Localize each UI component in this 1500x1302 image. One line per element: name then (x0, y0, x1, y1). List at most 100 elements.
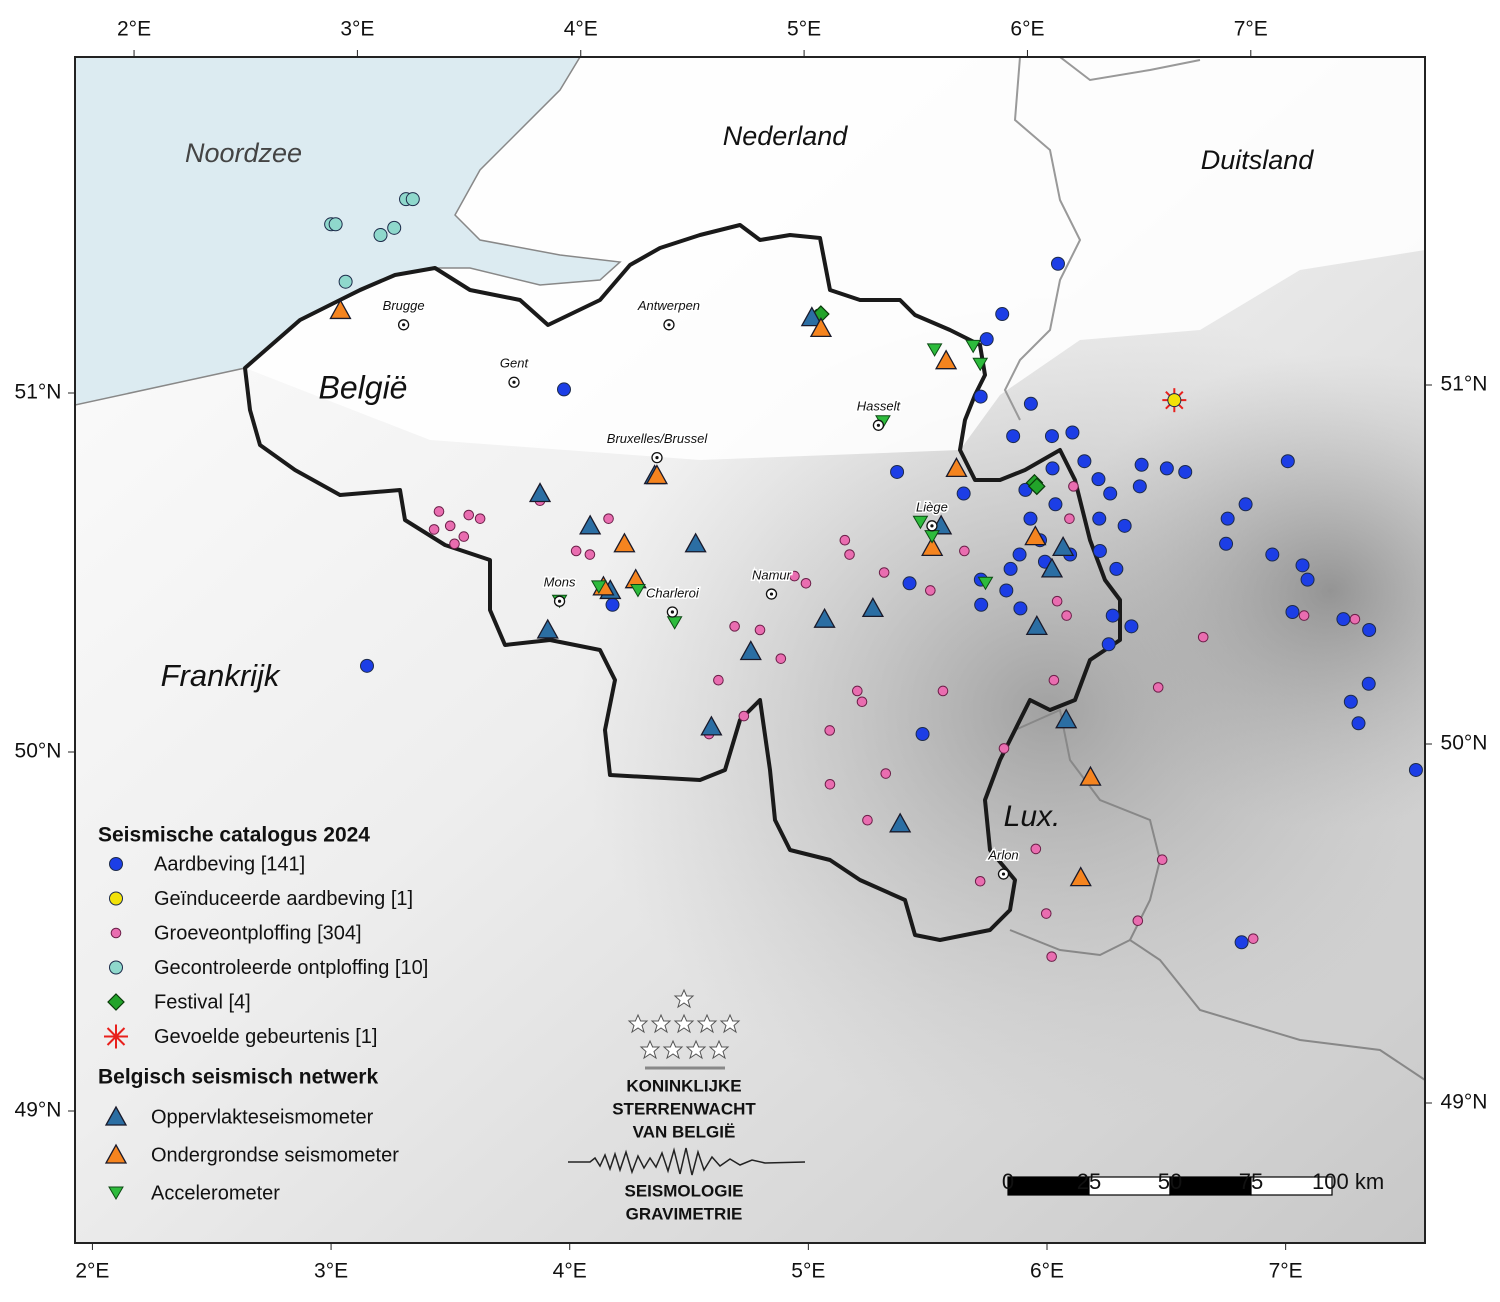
event-marker (1006, 429, 1021, 444)
logo-text: VAN BELGIË (633, 1122, 736, 1141)
event-marker (1040, 908, 1052, 919)
region-label: Noordzee (185, 138, 302, 168)
event-marker (603, 513, 614, 524)
event-marker (824, 725, 836, 736)
lat-tick-label: 50°N (15, 740, 62, 763)
legend-label: Festival [4] (154, 991, 251, 1013)
legend-label: Groeveontploffing [304] (154, 922, 362, 944)
event-marker (1336, 612, 1351, 627)
event-marker (1023, 511, 1038, 526)
event-marker (1051, 595, 1063, 607)
event-marker (1134, 457, 1149, 472)
event-marker (789, 570, 800, 582)
city-dot (670, 610, 674, 614)
legend-label: Accelerometer (151, 1182, 280, 1204)
event-marker (729, 621, 740, 632)
lon-tick-label: 7°E (1269, 1260, 1303, 1283)
lon-tick-label: 3°E (340, 18, 374, 41)
event-marker (800, 306, 823, 327)
lon-tick-label: 6°E (1030, 1260, 1064, 1283)
event-marker (1048, 497, 1063, 512)
event-marker (1003, 561, 1018, 576)
event-marker (1061, 610, 1072, 621)
event-marker (945, 457, 968, 478)
event-marker (1045, 461, 1060, 476)
event-marker (1101, 637, 1116, 652)
city-dot (667, 323, 671, 327)
event-marker (605, 597, 620, 612)
event-marker (1362, 622, 1377, 637)
event-marker (449, 538, 460, 550)
legend-symbol (104, 1105, 128, 1126)
event-marker (570, 545, 582, 557)
logo-text: STERRENWACHT (612, 1099, 756, 1118)
event-marker (956, 486, 971, 501)
legend-label: Gevoelde gebeurtenis [1] (154, 1026, 378, 1048)
lat-tick-label: 50°N (1441, 732, 1488, 755)
event-marker (739, 640, 762, 661)
event-marker (1077, 454, 1092, 469)
event-marker (1025, 615, 1048, 635)
event-marker (1103, 486, 1118, 501)
event-marker (775, 653, 787, 664)
event-marker (444, 520, 456, 532)
legend-label: Oppervlakteseismometer (151, 1106, 374, 1128)
event-marker (1280, 454, 1295, 469)
lon-tick-label: 2°E (117, 18, 151, 41)
city-dot (930, 524, 934, 528)
event-marker (813, 607, 836, 628)
event-marker (329, 299, 352, 320)
map-area (75, 57, 1425, 1243)
event-marker (556, 382, 571, 397)
event-marker (974, 875, 986, 887)
event-marker (972, 357, 989, 372)
event-marker (1238, 497, 1253, 512)
legend-symbol (109, 891, 123, 906)
event-marker (902, 576, 917, 591)
city-label: Hasselt (857, 399, 902, 414)
event-marker (528, 482, 552, 503)
event-marker (889, 812, 912, 833)
event-marker (1220, 511, 1235, 526)
event-marker (1351, 716, 1366, 731)
event-marker (1132, 479, 1147, 494)
event-marker (915, 727, 930, 742)
event-marker (1265, 547, 1280, 562)
event-marker (925, 585, 936, 596)
event-marker (862, 814, 873, 826)
lon-tick-label: 4°E (553, 1260, 587, 1283)
event-marker (1092, 543, 1107, 558)
event-marker (1343, 694, 1358, 709)
city-dot (769, 592, 774, 596)
event-marker (1234, 935, 1249, 950)
region-label: Lux. (1004, 800, 1061, 833)
lat-tick-label: 49°N (1441, 1091, 1488, 1114)
city-dot (557, 599, 562, 603)
event-marker (1295, 558, 1310, 573)
event-marker (1124, 619, 1139, 634)
event-marker (433, 506, 445, 517)
event-marker (1030, 843, 1042, 855)
event-marker (977, 576, 994, 591)
event-marker (1051, 536, 1075, 557)
event-marker (1013, 601, 1028, 616)
event-marker (1117, 518, 1132, 533)
city-dot (402, 323, 406, 327)
event-marker (861, 597, 885, 618)
event-marker (1050, 256, 1065, 271)
legend-label: Ondergrondse seismometer (151, 1144, 399, 1166)
event-marker (613, 532, 636, 553)
event-marker (979, 332, 994, 347)
city-label: Bruxelles/Brussel (607, 431, 709, 446)
scale-label: 100 km (1312, 1169, 1384, 1194)
event-marker (934, 349, 958, 370)
event-marker (328, 217, 343, 232)
legend-label: Gecontroleerde ontploffing [10] (154, 957, 428, 979)
event-marker (824, 779, 836, 790)
city-dot (876, 423, 881, 427)
lon-tick-label: 4°E (564, 18, 598, 41)
event-marker (373, 228, 388, 243)
event-marker (700, 715, 723, 736)
lon-tick-label: 7°E (1234, 18, 1268, 41)
event-marker (890, 464, 905, 479)
